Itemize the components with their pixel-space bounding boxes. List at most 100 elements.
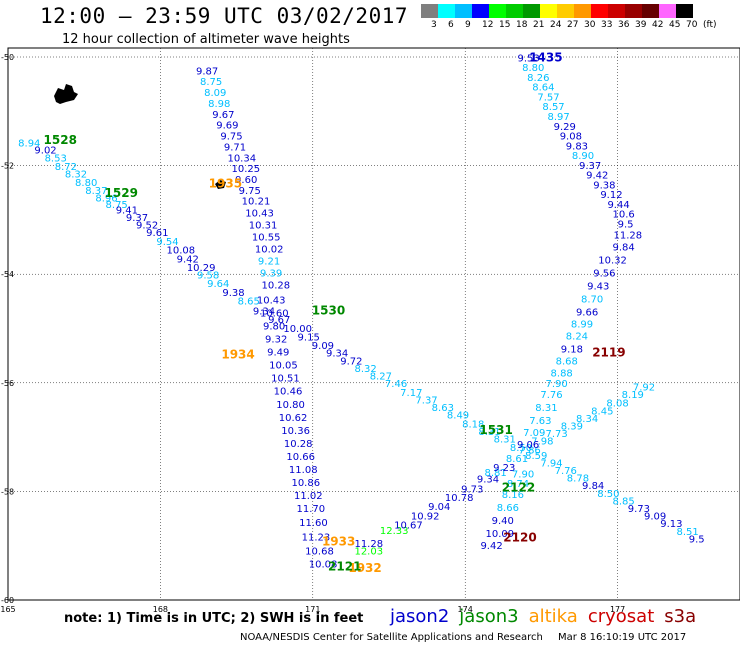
wave-height-value: 12.33 [380, 526, 409, 537]
colorbar-labels: 3 6 9 12 15 18 21 24 27 30 33 36 39 42 45 70 (ft) [421, 20, 740, 34]
wave-height-labels: 9.878.758.098.989.679.699.759.7110.3410.… [18, 53, 704, 570]
wave-height-value: 9.44 [607, 200, 629, 211]
wave-height-value: 10.31 [249, 221, 278, 232]
wave-height-value: 9.83 [566, 141, 588, 152]
wave-height-value: 9.69 [216, 121, 238, 132]
auckland-islands [54, 84, 78, 104]
wave-height-value: 8.32 [65, 170, 87, 181]
wave-height-value: 8.68 [556, 356, 578, 367]
wave-height-value: 9.43 [587, 281, 609, 292]
wave-height-value: 8.88 [551, 368, 573, 379]
latitude-label: -56 [1, 379, 14, 388]
legend-entry-jason2: jason2 [390, 606, 450, 627]
colorbar-label: 12 [482, 20, 494, 30]
wave-height-value: 7.63 [529, 416, 551, 427]
credit-text: NOAA/NESDIS Center for Satellite Applica… [240, 632, 543, 643]
wave-height-value: 9.34 [326, 349, 348, 360]
pass-time-label: 2121 [328, 560, 361, 574]
wave-height-value: 9.49 [267, 348, 289, 359]
wave-height-value: 12.03 [354, 546, 383, 557]
wave-height-value: 10.28 [284, 439, 313, 450]
latitude-labels: -50 -52 -54 -56 -58 -60 [1, 53, 14, 605]
wave-height-value: 7.46 [385, 379, 407, 390]
wave-height-value: 10.67 [394, 520, 423, 531]
wave-height-value: 8.50 [597, 489, 619, 500]
wave-height-value: 10.08 [166, 246, 195, 257]
colorbar-label: 21 [533, 20, 545, 30]
wave-height-value: 10.43 [245, 209, 274, 220]
wave-height-value: 10.68 [305, 546, 334, 557]
pass-time-label: 1530 [312, 303, 345, 317]
wave-height-value: 9.66 [576, 307, 598, 318]
wave-height-value: 9.37 [579, 161, 601, 172]
wave-height-value: 10.09 [486, 529, 515, 540]
wave-height-value: 8.61 [506, 454, 528, 465]
pass-time-label: 2120 [503, 530, 536, 544]
wave-height-value: 9.42 [177, 254, 199, 265]
wave-height-value: 10.34 [227, 153, 256, 164]
longitude-label: 171 [305, 605, 320, 614]
pass-time-label: 1435 [529, 50, 562, 64]
wave-height-value: 8.24 [566, 331, 588, 342]
latitude-label: -52 [1, 162, 14, 171]
wave-height-value: 8.39 [561, 421, 583, 432]
wave-height-value: 8.80 [75, 178, 97, 189]
wave-height-value: 9.13 [660, 519, 682, 530]
colorbar-label: (ft) [703, 20, 717, 30]
wave-height-value: 9.5 [618, 220, 634, 231]
wave-height-value: 8.08 [606, 399, 628, 410]
wave-height-value: 8.53 [45, 153, 67, 164]
wave-height-value: 9.84 [613, 242, 635, 253]
wave-height-value: 9.04 [428, 502, 450, 513]
wave-height-value: 8.75 [106, 200, 128, 211]
wave-height-value: 9.42 [480, 541, 502, 552]
wave-height-value: 9.40 [492, 516, 514, 527]
colorbar-swatch [574, 4, 591, 18]
campbell-island [215, 180, 226, 189]
wave-height-value: 9.54 [156, 237, 178, 248]
wave-height-value: 9.32 [265, 335, 287, 346]
pass-time-label: 2119 [592, 346, 625, 360]
colorbar-label: 18 [516, 20, 528, 30]
pass-time-label: 1529 [105, 186, 138, 200]
colorbar-label: 6 [448, 20, 454, 30]
wave-height-value: 7.90 [545, 379, 567, 390]
wave-height-value: 9.09 [312, 341, 334, 352]
wave-height-value: 7.86 [519, 445, 541, 456]
colorbar-swatch [608, 4, 625, 18]
wave-height-value: 8.97 [547, 112, 569, 123]
wave-height-value: 10.78 [445, 493, 474, 504]
colorbar-swatch [591, 4, 608, 18]
wave-height-value: 10.28 [261, 280, 290, 291]
wave-height-value: 10.21 [242, 197, 271, 208]
satellite-legend: jason2 jason3 altika cryosat s3a [390, 606, 706, 627]
wave-height-value: 8.72 [55, 162, 77, 173]
wave-height-value: 9.34 [253, 306, 275, 317]
wave-height-value: 10.25 [232, 164, 261, 175]
pass-time-label: 1934 [221, 347, 254, 361]
wave-height-value: 7.57 [537, 92, 559, 103]
wave-height-value: 8.85 [613, 496, 635, 507]
wave-height-value: 11.02 [294, 491, 323, 502]
colorbar-swatch [506, 4, 523, 18]
wave-height-value: 7.09 [523, 428, 545, 439]
units-note: note: 1) Time is in UTC; 2) SWH is in fe… [64, 611, 364, 626]
wave-height-value: 8.32 [354, 364, 376, 375]
wave-height-value: 7.90 [512, 469, 534, 480]
wave-height-value: 9.71 [224, 142, 246, 153]
wave-height-value: 7.17 [400, 388, 422, 399]
colorbar-swatch [455, 4, 472, 18]
wave-height-value: 8.81 [485, 468, 507, 479]
wave-height-value: 9.75 [220, 132, 242, 143]
wave-height-value: 9.34 [477, 475, 499, 486]
wave-height-value: 8.37 [85, 186, 107, 197]
wave-height-value: 9.53 [518, 53, 540, 64]
wave-height-value: 9.73 [628, 504, 650, 515]
wave-height-value: 11.28 [614, 230, 643, 241]
credit-footer: NOAA/NESDIS Center for Satellite Applica… [240, 632, 698, 643]
pass-time-label: 1935 [209, 176, 242, 190]
wave-height-value: 11.23 [302, 532, 331, 543]
wave-height-value: 11.28 [354, 539, 383, 550]
page-title: 12:00 – 23:59 UTC 03/02/2017 [40, 4, 409, 28]
